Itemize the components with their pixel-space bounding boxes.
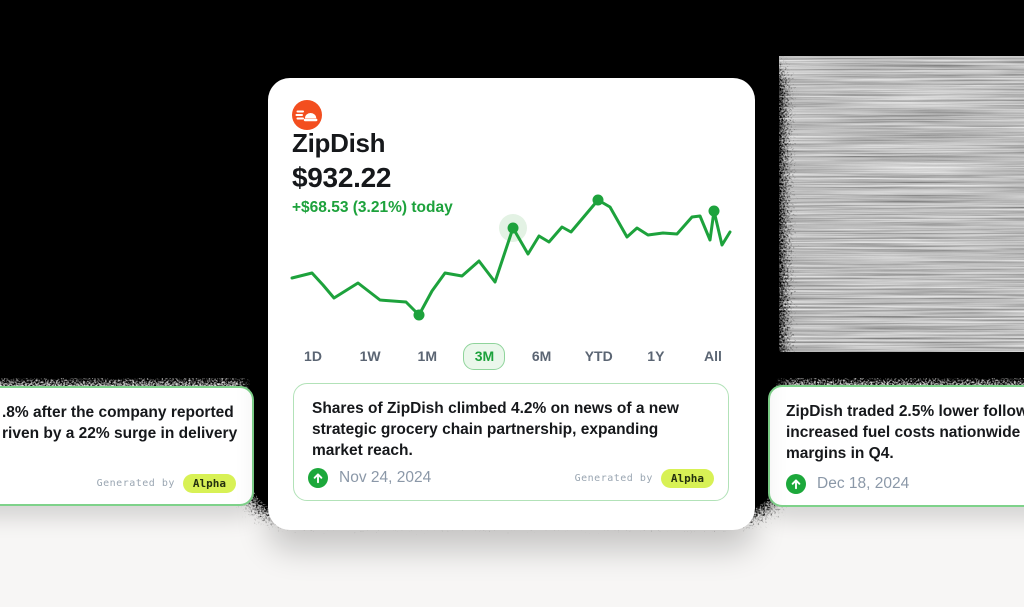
price-chart[interactable] [288,192,738,332]
card-footer: Nov 24, 2024 Generated by Alpha [308,468,714,488]
zipdish-logo-icon [292,100,322,130]
marker-dot [413,309,425,321]
marker-dot [507,222,519,234]
alpha-badge: Alpha [182,474,236,493]
alpha-badge: Alpha [660,468,714,488]
tab-1m[interactable]: 1M [406,343,448,370]
card-footer: Generated by Alpha [0,474,236,493]
tab-1y[interactable]: 1Y [635,343,677,370]
price-line [290,198,732,317]
news-card-right[interactable]: ZipDish traded 2.5% lower follow increas… [768,385,1024,507]
news-date: Nov 24, 2024 [339,469,432,486]
stock-price: $932.22 [292,162,392,193]
marker-dot [708,205,720,217]
news-text-line: riven by a 22% surge in delivery [2,425,238,442]
news-text-line: .8% after the company reported [2,404,234,421]
summary-text: Shares of ZipDish climbed 4.2% on news o… [312,400,679,459]
generated-by-label: Generated by [96,478,175,489]
tab-ytd[interactable]: YTD [578,343,620,370]
stock-card: ZipDish $932.22 +$68.53 (3.21%) today 1D… [268,78,755,530]
news-text-line: margins in Q4. [786,445,894,462]
news-date: Dec 18, 2024 [817,475,910,492]
news-text-line: ZipDish traded 2.5% lower follow [786,403,1024,420]
tab-1d[interactable]: 1D [292,343,334,370]
card-footer: Dec 18, 2024 [786,474,1024,494]
summary-box: Shares of ZipDish climbed 4.2% on news o… [293,383,729,501]
stock-change: +$68.53 (3.21%) today [292,199,453,216]
marker-dot [592,194,604,206]
up-arrow-icon [786,474,806,494]
stock-name: ZipDish [292,128,386,158]
range-tabs: 1D 1W 1M 3M 6M YTD 1Y All [292,342,734,370]
tab-3m[interactable]: 3M [463,342,506,370]
news-text-line: increased fuel costs nationwide [786,424,1021,441]
up-arrow-icon [308,468,328,488]
tab-6m[interactable]: 6M [521,343,563,370]
tab-all[interactable]: All [692,343,734,370]
chart-markers [413,194,720,321]
generated-by-label: Generated by [574,472,653,484]
news-card-left[interactable]: .8% after the company reported riven by … [0,386,254,506]
tab-1w[interactable]: 1W [349,343,391,370]
